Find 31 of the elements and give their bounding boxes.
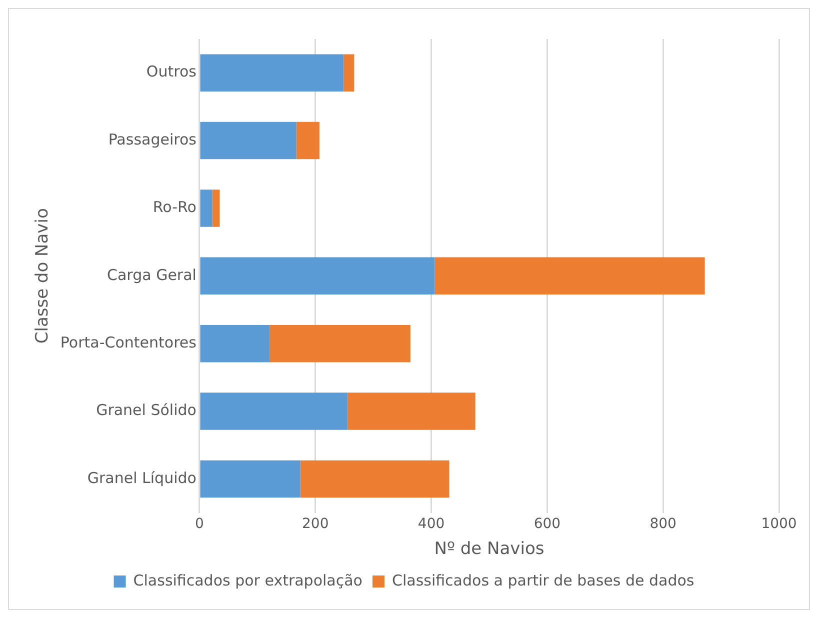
y-tick-label: Granel Líquido [87,468,196,487]
y-tick-label: Ro-Ro [152,198,196,216]
bar [434,257,705,295]
bar [296,122,320,160]
bar [270,324,410,362]
bar [348,392,476,430]
bar [200,257,435,295]
bar [200,324,270,362]
y-tick-label: Outros [146,62,197,81]
bar [200,54,344,92]
bar [200,460,300,498]
x-tick-label: 400 [418,516,445,532]
x-tick-label: 800 [650,516,676,532]
x-tick-label: 0 [194,516,204,532]
x-axis-title: Nº de Navios [434,539,544,560]
legend-label: Classificados a partir de bases de dados [392,571,694,590]
y-tick-label: Carga Geral [107,266,196,284]
y-tick-label: Porta-Contentores [60,333,197,352]
legend-label: Classificados por extrapolação [133,571,362,590]
y-tick-label: Passageiros [108,130,197,148]
bar [200,122,296,160]
bar [200,190,212,227]
bar [212,190,220,227]
bar [300,460,450,498]
y-axis-title: Classe do Navio [32,208,53,344]
x-tick-label: 600 [534,516,561,532]
x-tick-label: 1000 [761,516,797,532]
bar [344,54,354,92]
bar [200,392,348,430]
y-tick-label: Granel Sólido [96,401,196,420]
x-tick-label: 200 [302,516,329,532]
